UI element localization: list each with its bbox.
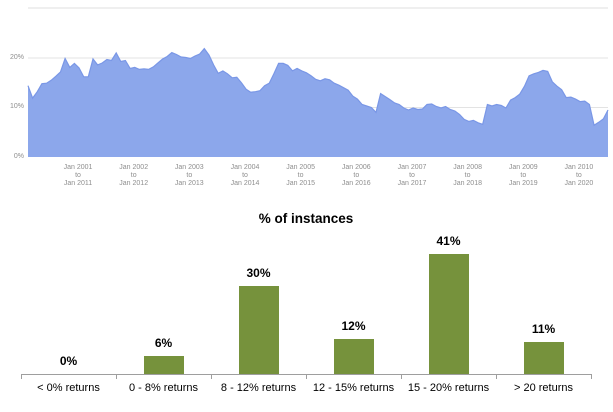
bar [238, 286, 279, 374]
x-axis-tick-label-line: Jan 2008 [453, 164, 482, 171]
bar [333, 339, 374, 374]
x-axis-tick-label-line: Jan 2014 [230, 180, 260, 187]
x-axis-tick-label-line: Jan 2005 [286, 164, 315, 171]
x-axis-tick-label: Jan 2002 to Jan 2012 [106, 164, 162, 188]
x-axis-tick-label-line: to [297, 172, 304, 179]
chart-title: % of instances [258, 211, 354, 226]
x-axis-tick [211, 374, 212, 379]
x-axis-category-label: > 20 returns [513, 382, 573, 394]
x-axis-category-label: 8 - 12% returns [220, 382, 297, 394]
x-axis-category-label: 12 - 15% returns [312, 382, 395, 394]
x-axis-tick-label-line: Jan 2015 [286, 180, 315, 187]
bar-value-label: 0% [59, 354, 78, 368]
x-axis-tick-label-line: Jan 2004 [230, 164, 260, 171]
x-axis-tick-label-line: Jan 2018 [453, 180, 482, 187]
x-axis-tick-label-line: Jan 2002 [119, 164, 149, 171]
area-series-fill [28, 48, 608, 157]
bar [523, 342, 564, 374]
bar [428, 254, 469, 374]
x-axis-tick-label-line: to [186, 172, 193, 179]
x-axis-tick [496, 374, 497, 379]
x-axis-tick-label: Jan 2001 to Jan 2011 [50, 164, 106, 188]
x-axis-category-label: 15 - 20% returns [407, 382, 490, 394]
x-axis-tick-label: Jan 2008 to Jan 2018 [440, 164, 496, 188]
x-axis-tick-label-line: Jan 2012 [119, 180, 149, 187]
x-axis-tick-label: Jan 2003 to Jan 2013 [161, 164, 217, 188]
x-axis-tick-label-line: to [242, 172, 248, 179]
bar-value-label: 12% [341, 319, 366, 333]
x-axis-tick-label-line: to [75, 172, 81, 179]
x-axis-tick-label-line: Jan 2010 [564, 164, 594, 171]
x-axis-tick-label-line: to [520, 172, 527, 179]
bar [143, 356, 184, 374]
x-axis-tick-label-line: to [575, 172, 582, 179]
bar-value-label: 6% [154, 336, 173, 350]
x-axis-category-label: 0 - 8% returns [128, 382, 199, 394]
x-axis-tick-label: Jan 2004 to Jan 2014 [217, 164, 273, 188]
x-axis-tick-label: Jan 2006 to Jan 2016 [328, 164, 384, 188]
x-axis-tick-label-line: Jan 2019 [508, 180, 538, 187]
x-axis-tick-label-line: Jan 2016 [341, 180, 371, 187]
x-axis-tick [306, 374, 307, 379]
x-axis-tick-label-line: Jan 2001 [63, 164, 93, 171]
x-axis-tick [401, 374, 402, 379]
x-axis-tick-label: Jan 2007 to Jan 2017 [384, 164, 440, 188]
y-axis-tick-label: 20% [9, 54, 24, 61]
x-axis-tick-label-line: to [353, 172, 360, 179]
x-axis-tick-label-line: Jan 2007 [397, 164, 427, 171]
area-chart-canvas [27, 7, 609, 157]
x-axis-tick [591, 374, 592, 379]
x-axis-tick [116, 374, 117, 379]
x-axis-tick-label: Jan 2009 to Jan 2019 [495, 164, 551, 188]
x-axis-tick-label-line: to [409, 172, 415, 179]
x-axis-tick-label-line: Jan 2013 [174, 180, 204, 187]
x-axis-tick-label-line: Jan 2009 [508, 164, 538, 171]
bar-value-label: 11% [531, 322, 556, 336]
area-series-line [27, 47, 609, 127]
x-axis-tick-label-line: to [464, 172, 471, 179]
x-axis-tick-label-line: Jan 2017 [397, 180, 427, 187]
x-axis-tick [21, 374, 22, 379]
x-axis-tick-label: Jan 2010 to Jan 2020 [551, 164, 607, 188]
x-axis-category-label: < 0% returns [37, 382, 100, 394]
x-axis-tick-label: Jan 2005 to Jan 2015 [273, 164, 329, 188]
x-axis-tick-label-line: Jan 2011 [63, 180, 93, 187]
x-axis-tick-label-line: Jan 2006 [341, 164, 371, 171]
x-axis-tick-label-line: Jan 2020 [564, 180, 594, 187]
x-axis-tick-label-line: to [130, 172, 137, 179]
bar-value-label: 41% [436, 234, 461, 248]
y-axis-tick-label: 10% [9, 103, 24, 110]
bar-value-label: 30% [246, 266, 271, 280]
x-axis-tick-label-line: Jan 2003 [174, 164, 204, 171]
y-axis-tick-label: 0% [13, 153, 24, 160]
